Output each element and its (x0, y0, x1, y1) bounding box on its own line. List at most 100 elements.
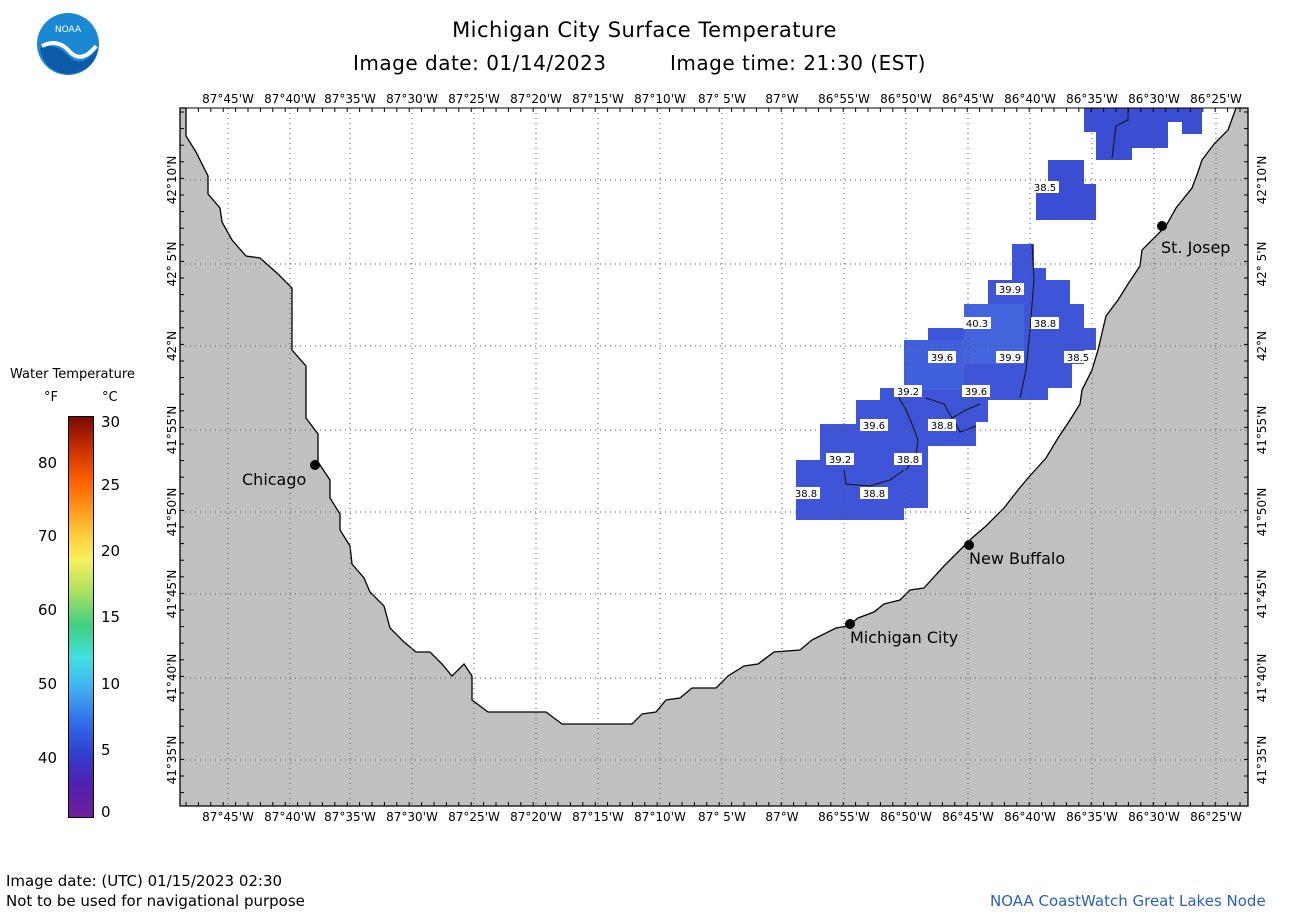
temperature-label: 39.6 (931, 353, 953, 364)
longitude-label: 86°50'W (880, 810, 932, 824)
temperature-label: 39.2 (897, 387, 919, 398)
latitude-label: 41°45'N (1255, 569, 1269, 619)
temperature-label: 38.8 (863, 489, 885, 500)
legend-tick-f: 40 (38, 749, 58, 767)
utc-date: Image date: (UTC) 01/15/2023 02:30 (6, 872, 283, 890)
longitude-label: 87°25'W (448, 810, 500, 824)
longitude-label: 86°55'W (818, 810, 870, 824)
longitude-label: 87°15'W (572, 810, 624, 824)
legend-tick-c: 5 (101, 741, 111, 759)
legend-tick-c: 20 (101, 542, 121, 560)
city-dot-st-joseph (1157, 221, 1167, 231)
longitude-label: 87°25'W (448, 92, 500, 106)
latitude-label: 41°55'N (1255, 405, 1269, 455)
city-label-chicago: Chicago (242, 470, 307, 489)
longitude-label: 87°45'W (202, 92, 254, 106)
latitude-label: 42°10'N (1255, 155, 1269, 205)
temperature-label: 38.8 (931, 421, 953, 432)
longitude-label: 87°W (765, 810, 799, 824)
latitude-label: 42°N (1255, 330, 1269, 362)
longitude-label: 86°35'W (1066, 810, 1118, 824)
latitude-label: 41°45'N (165, 569, 179, 619)
latitude-label: 41°50'N (165, 487, 179, 537)
temperature-label-bg (860, 487, 888, 499)
legend-tick-f: 80 (38, 454, 58, 472)
temperature-label-bg (928, 419, 956, 431)
longitude-label: 87°10'W (634, 810, 686, 824)
sst-patches (796, 108, 1202, 520)
longitude-label: 86°45'W (942, 810, 994, 824)
noaa-logo: NOAA (36, 12, 100, 76)
temperature-label: 38.5 (1067, 353, 1089, 364)
temperature-label: 40.3 (966, 319, 988, 330)
temperature-label-bg (962, 385, 990, 397)
city-dot-chicago (310, 460, 320, 470)
longitude-label: 86°40'W (1004, 92, 1056, 106)
temperature-label: 39.6 (965, 387, 987, 398)
temperature-label-bg (894, 385, 922, 397)
legend-tick-f: 50 (38, 675, 58, 693)
longitude-label: 86°30'W (1128, 810, 1180, 824)
temperature-label-bg (1031, 317, 1059, 329)
map-water (180, 108, 1248, 806)
latitude-label: 42° 5'N (1255, 241, 1269, 287)
longitude-label: 87°30'W (386, 92, 438, 106)
temperature-label-bg (860, 419, 888, 431)
latitude-label: 41°40'N (165, 653, 179, 703)
longitude-label: 87°35'W (324, 92, 376, 106)
legend-tick-c: 10 (101, 675, 121, 693)
latitude-label: 42°N (165, 330, 179, 362)
temperature-label: 38.5 (1034, 183, 1056, 194)
map-title: Michigan City Surface Temperature (452, 18, 837, 42)
longitude-label: 86°50'W (880, 92, 932, 106)
latitude-label: 41°35'N (1255, 735, 1269, 785)
temperature-labels: 38.5 39.9 40.3 38.8 39.6 39.9 38.5 39.2 39.6 39.6… (792, 181, 1092, 500)
land-west (179, 107, 1249, 807)
longitude-label: 86°45'W (942, 92, 994, 106)
legend-tick-c: 15 (101, 608, 121, 626)
longitude-label: 87°20'W (510, 810, 562, 824)
longitude-label: 87°15'W (572, 92, 624, 106)
legend-tick-f: 70 (38, 527, 58, 545)
longitude-label: 87°35'W (324, 810, 376, 824)
longitude-label: 86°25'W (1190, 92, 1242, 106)
temperature-label-bg (996, 351, 1024, 363)
temperature-label: 39.9 (999, 285, 1021, 296)
temperature-label: 38.8 (897, 455, 919, 466)
temperature-label: 39.9 (999, 353, 1021, 364)
temperature-label-bg (826, 453, 854, 465)
temperature-label: 38.8 (795, 489, 817, 500)
longitude-label: 86°25'W (1190, 810, 1242, 824)
latitude-label: 41°55'N (165, 405, 179, 455)
temperature-label: 39.6 (863, 421, 885, 432)
temperature-label-bg (1064, 351, 1092, 363)
sst-contours (843, 108, 1129, 487)
temperature-label-bg (1031, 181, 1059, 193)
temperature-label: 39.2 (829, 455, 851, 466)
legend-tick-c: 25 (101, 476, 121, 494)
longitude-label: 87° 5'W (698, 92, 746, 106)
longitude-label: 87°W (765, 92, 799, 106)
temperature-label: 38.8 (1034, 319, 1056, 330)
logo-text: NOAA (55, 25, 82, 35)
legend-tick-c: 0 (101, 803, 111, 821)
city-label-st-joseph: St. Josep (1161, 238, 1231, 257)
image-time: Image time: 21:30 (EST) (670, 51, 926, 75)
latitude-label: 41°50'N (1255, 487, 1269, 537)
credit: NOAA CoastWatch Great Lakes Node (990, 892, 1266, 910)
legend-unit-c: °C (102, 390, 118, 405)
longitude-label: 86°40'W (1004, 810, 1056, 824)
longitude-label: 86°55'W (818, 92, 870, 106)
longitude-label: 87°40'W (264, 810, 316, 824)
latitude-label: 41°40'N (1255, 653, 1269, 703)
longitude-label: 86°35'W (1066, 92, 1118, 106)
disclaimer: Not to be used for navigational purpose (6, 892, 305, 910)
temperature-label-bg (894, 453, 922, 465)
image-date: Image date: 01/14/2023 (353, 51, 607, 75)
longitude-label: 87°30'W (386, 810, 438, 824)
temperature-label-bg (928, 351, 956, 363)
city-label-michigan-city: Michigan City (850, 628, 959, 647)
legend-tick-f: 60 (38, 601, 58, 619)
longitude-label: 87°45'W (202, 810, 254, 824)
